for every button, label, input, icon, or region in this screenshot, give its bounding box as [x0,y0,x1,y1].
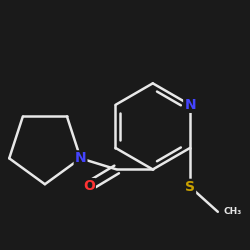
Text: N: N [75,151,86,165]
Text: O: O [83,179,95,193]
Text: S: S [185,180,195,194]
Text: N: N [184,98,196,112]
Text: CH₃: CH₃ [224,207,242,216]
